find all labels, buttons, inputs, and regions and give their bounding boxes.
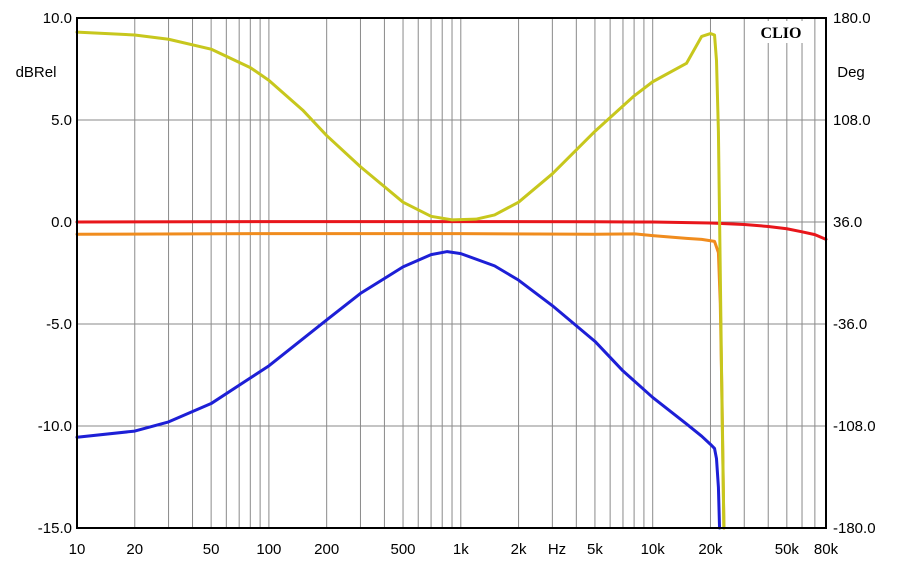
y-right-tick-label: -108.0: [833, 418, 876, 435]
y-right-tick-label: 180.0: [833, 10, 871, 27]
x-tick-label: 200: [314, 541, 339, 558]
x-tick-label: 20: [126, 541, 143, 558]
x-tick-label: 80k: [814, 541, 839, 558]
y-right-tick-label: -36.0: [833, 316, 867, 333]
x-tick-label: 50: [203, 541, 220, 558]
x-unit-label: Hz: [548, 541, 566, 558]
y-left-tick-label: 5.0: [51, 112, 72, 129]
series-line-4: [75, 30, 726, 530]
y-right-tick-label: 108.0: [833, 112, 871, 129]
x-tick-label: 2k: [511, 541, 527, 558]
series-line-3: [75, 250, 722, 530]
tick-labels: 10 20 50 100 200 500 1k 2k 5k 10k 20k 50k 80k 10.0 5.0…: [38, 10, 876, 558]
x-tick-label: 50k: [775, 541, 800, 558]
series-layer: [75, 30, 828, 530]
x-tick-label: 10k: [641, 541, 666, 558]
plot-frame: [76, 17, 827, 529]
brand-box: [752, 21, 810, 43]
y-left-tick-label: -15.0: [38, 520, 72, 537]
y-right-axis-title: Deg: [837, 64, 865, 81]
brand-logo: CLIO: [761, 25, 802, 42]
x-tick-label: 20k: [698, 541, 723, 558]
y-right-tick-label: -180.0: [833, 520, 876, 537]
y-left-tick-label: 10.0: [43, 10, 72, 27]
x-tick-label: 100: [256, 541, 281, 558]
y-right-tick-label: 36.0: [833, 214, 862, 231]
y-left-tick-label: -10.0: [38, 418, 72, 435]
y-left-tick-label: 0.0: [51, 214, 72, 231]
x-tick-label: 10: [69, 541, 86, 558]
y-left-tick-label: -5.0: [46, 316, 72, 333]
y-left-axis-title: dBRel: [16, 64, 57, 81]
x-tick-label: 5k: [587, 541, 603, 558]
series-line-1: [75, 220, 828, 241]
x-tick-label: 500: [391, 541, 416, 558]
x-tick-label: 1k: [453, 541, 469, 558]
